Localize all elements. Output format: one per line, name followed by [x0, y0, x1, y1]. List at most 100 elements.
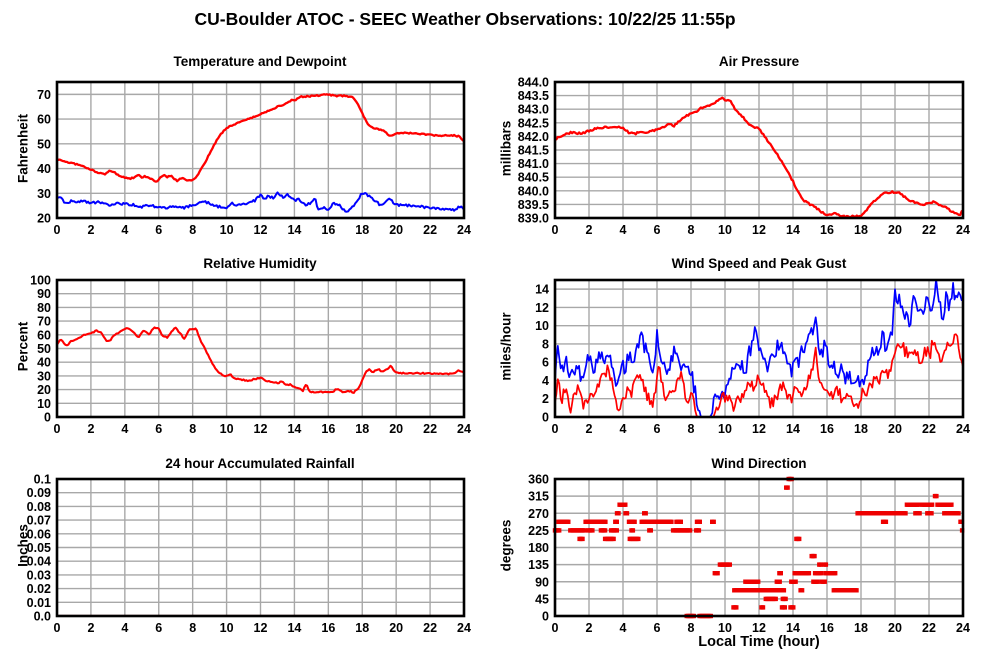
wind-direction-points: [552, 476, 965, 619]
tick-label: 8: [688, 223, 695, 237]
tick-label: 839.0: [518, 212, 549, 226]
tick-label: 20: [389, 422, 403, 436]
tick-label: 12: [535, 301, 549, 315]
tick-label: 0.07: [27, 514, 51, 528]
plot-frame: [55, 477, 466, 618]
tick-label: 135: [528, 558, 549, 572]
tick-label: 14: [786, 422, 800, 436]
tick-label: 90: [535, 575, 549, 589]
tick-label: 16: [321, 422, 335, 436]
tick-label: 843.0: [518, 103, 549, 117]
tick-label: 840.0: [518, 184, 549, 198]
wind-speed-line: [555, 333, 963, 417]
tick-label: 0.02: [27, 582, 51, 596]
tick-label: 12: [752, 422, 766, 436]
tick-label: 10: [718, 621, 732, 635]
y-axis-label-fahrenheit: Fahrenheit: [15, 114, 31, 184]
tick-label: 6: [654, 621, 661, 635]
tick-label: 45: [535, 592, 549, 606]
tick-label: 60: [37, 328, 51, 342]
tick-label: 6: [654, 223, 661, 237]
tick-label: 24: [457, 621, 471, 635]
tick-label: 14: [287, 223, 301, 237]
tick-label: 24: [457, 422, 471, 436]
tick-label: 0.01: [27, 596, 51, 610]
tick-label: 16: [820, 621, 834, 635]
tick-label: 24: [457, 223, 471, 237]
humidity-line: [57, 326, 464, 394]
tick-label: 4: [620, 621, 627, 635]
tick-label: 4: [542, 374, 549, 388]
tick-label: 16: [820, 422, 834, 436]
tick-label: 6: [542, 356, 549, 370]
tick-label: 16: [321, 621, 335, 635]
plot-frame: [553, 278, 965, 419]
chart-title-relative-humidity: Relative Humidity: [203, 256, 317, 271]
tick-label: 8: [542, 337, 549, 351]
tick-label: 12: [752, 223, 766, 237]
page-title: CU-Boulder ATOC - SEEC Weather Observati…: [194, 9, 736, 29]
chart-wind-direction: 0 2 4 6 8 10 12 14 16 18 20 22 240459013518022527031…: [528, 473, 970, 636]
chart-title-wind-speed-gust: Wind Speed and Peak Gust: [671, 256, 847, 271]
tick-label: 0.09: [27, 486, 51, 500]
tick-label: 8: [688, 422, 695, 436]
chart-24-hour-accumulated-rainfall: 0 2 4 6 8 10 12 14 16 18 20 22 240.00.010.020.030.04…: [27, 473, 471, 636]
tick-label: 22: [922, 223, 936, 237]
y-axis-label-percent: Percent: [15, 321, 31, 372]
chart-title-wind-direction: Wind Direction: [711, 456, 807, 471]
tick-label: 10: [718, 223, 732, 237]
y-axis-label-inches: Inches: [15, 524, 31, 567]
tick-label: 0: [54, 422, 61, 436]
tick-label: 12: [752, 621, 766, 635]
tick-label: 22: [423, 223, 437, 237]
tick-label: 8: [189, 223, 196, 237]
tick-label: 14: [535, 283, 549, 297]
tick-label: 270: [528, 507, 549, 521]
tick-label: 40: [37, 356, 51, 370]
tick-label: 50: [37, 342, 51, 356]
tick-label: 8: [189, 621, 196, 635]
tick-label: 20: [389, 621, 403, 635]
tick-label: 6: [155, 223, 162, 237]
tick-label: 4: [121, 422, 128, 436]
tick-label: 0: [552, 621, 559, 635]
tick-label: 2: [87, 621, 94, 635]
tick-label: 4: [121, 621, 128, 635]
plot-frame: [55, 80, 466, 220]
tick-label: 2: [87, 422, 94, 436]
tick-label: 2: [542, 392, 549, 406]
tick-label: 30: [37, 187, 51, 201]
tick-label: 0.0: [34, 610, 51, 624]
tick-label: 24: [956, 621, 970, 635]
y-axis-label-millibars: millibars: [498, 120, 514, 177]
tick-label: 841.0: [518, 157, 549, 171]
tick-label: 0: [542, 411, 549, 425]
tick-label: 20: [888, 422, 902, 436]
tick-label: 842.0: [518, 130, 549, 144]
tick-label: 0.04: [27, 555, 51, 569]
tick-label: 840.5: [518, 171, 549, 185]
tick-label: 0: [552, 223, 559, 237]
tick-label: 6: [155, 621, 162, 635]
tick-label: 6: [654, 422, 661, 436]
tick-label: 20: [37, 212, 51, 226]
temperature-line: [57, 93, 464, 183]
tick-label: 100: [30, 274, 51, 288]
tick-label: 6: [155, 422, 162, 436]
tick-label: 10: [535, 319, 549, 333]
tick-label: 0.03: [27, 568, 51, 582]
tick-label: 4: [620, 422, 627, 436]
tick-label: 18: [854, 621, 868, 635]
tick-label: 0: [542, 610, 549, 624]
tick-label: 2: [586, 223, 593, 237]
tick-label: 14: [287, 422, 301, 436]
tick-label: 2: [87, 223, 94, 237]
tick-label: 40: [37, 162, 51, 176]
tick-label: 10: [220, 621, 234, 635]
tick-label: 70: [37, 315, 51, 329]
chart-title-air-pressure: Air Pressure: [718, 54, 800, 69]
